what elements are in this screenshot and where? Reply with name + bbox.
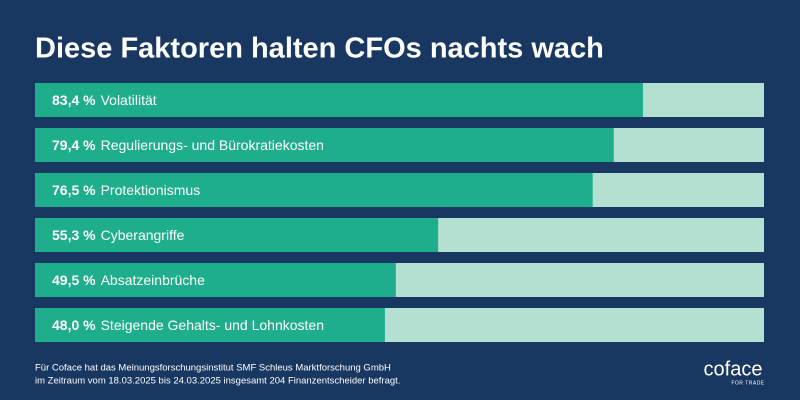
bar-label: 48,0 % Steigende Gehalts- und Lohnkosten [52,317,324,333]
value-label: 79,4 % [52,137,96,153]
category-label: Steigende Gehalts- und Lohnkosten [101,317,324,333]
bar-label: 76,5 % Protektionismus [52,182,200,198]
footnote: Für Coface hat das Meinungsforschungsins… [35,363,391,374]
value-label: 55,3 % [52,227,96,243]
bar-label: 79,4 % Regulierungs- und Bürokratiekosten [52,137,324,153]
bar [35,128,614,162]
category-label: Absatzeinbrüche [101,272,206,288]
value-label: 76,5 % [52,182,96,198]
bar-label: 49,5 % Absatzeinbrüche [52,272,205,288]
category-label: Volatilität [101,92,157,108]
category-label: Cyberangriffe [101,227,185,243]
bar [35,218,439,252]
bar [35,308,385,342]
bar-label: 55,3 % Cyberangriffe [52,227,185,243]
bar [35,83,643,117]
logo-tagline: FOR TRADE [731,380,764,386]
value-label: 83,4 % [52,92,96,108]
logo: coface [704,358,763,380]
bar [35,263,396,297]
bar-label: 83,4 % Volatilität [52,92,157,108]
bar [35,173,593,207]
footnote: im Zeitraum vom 18.03.2025 bis 24.03.202… [35,376,400,387]
category-label: Regulierungs- und Bürokratiekosten [101,137,324,153]
category-label: Protektionismus [101,182,201,198]
chart-title: Diese Faktoren halten CFOs nachts wach [35,33,604,65]
value-label: 48,0 % [52,317,96,333]
value-label: 49,5 % [52,272,96,288]
